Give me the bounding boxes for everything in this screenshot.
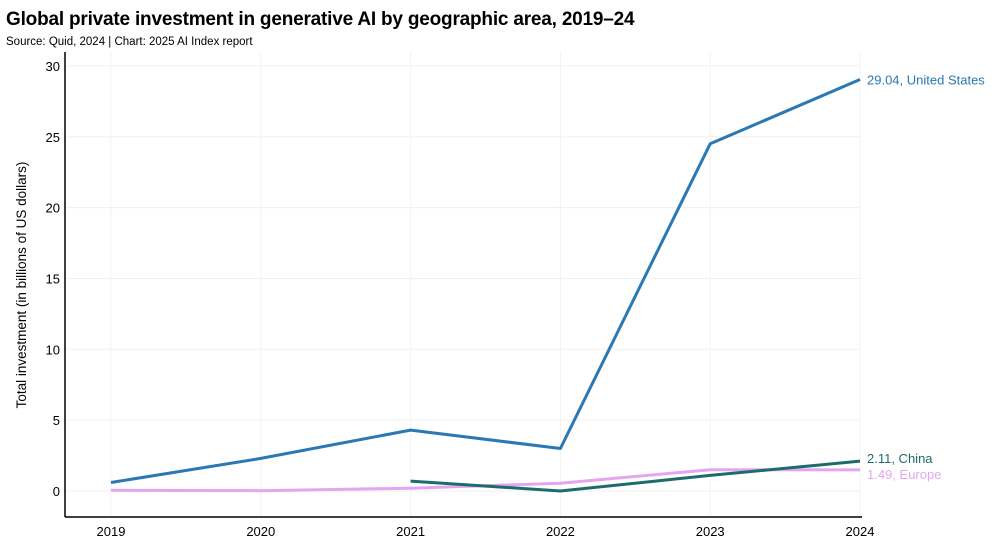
chart-subtitle: Source: Quid, 2024 | Chart: 2025 AI Inde… [6, 36, 253, 48]
y-axis-title: Total investment (in billions of US doll… [14, 162, 29, 409]
y-tick-label: 30 [46, 59, 60, 74]
x-tick-label: 2019 [97, 524, 126, 539]
x-tick-labels: 2019 2020 2021 2022 2023 2024 [97, 524, 875, 539]
end-label-united-states: 29.04, United States [867, 73, 985, 88]
x-tick-label: 2022 [546, 524, 575, 539]
y-tick-label: 25 [46, 130, 60, 145]
x-tick-label: 2020 [246, 524, 275, 539]
x-tick-label: 2024 [846, 524, 875, 539]
y-tick-label: 15 [46, 271, 60, 286]
chart-title: Global private investment in generative … [6, 9, 635, 30]
x-tick-label: 2023 [696, 524, 725, 539]
series-line-china [410, 459, 861, 493]
y-tick-label: 0 [53, 484, 60, 499]
series-line-united-states [110, 78, 861, 484]
y-tick-label: 20 [46, 201, 60, 216]
series-lines [110, 78, 861, 493]
y-tick-label: 10 [46, 342, 60, 357]
end-label-europe: 1.49, Europe [867, 467, 941, 482]
end-label-china: 2.11, China [867, 451, 933, 466]
x-tick-label: 2021 [396, 524, 425, 539]
y-tick-labels: 0 5 10 15 20 25 30 [46, 59, 60, 499]
y-tick-label: 5 [53, 413, 60, 428]
gridlines [66, 52, 861, 517]
